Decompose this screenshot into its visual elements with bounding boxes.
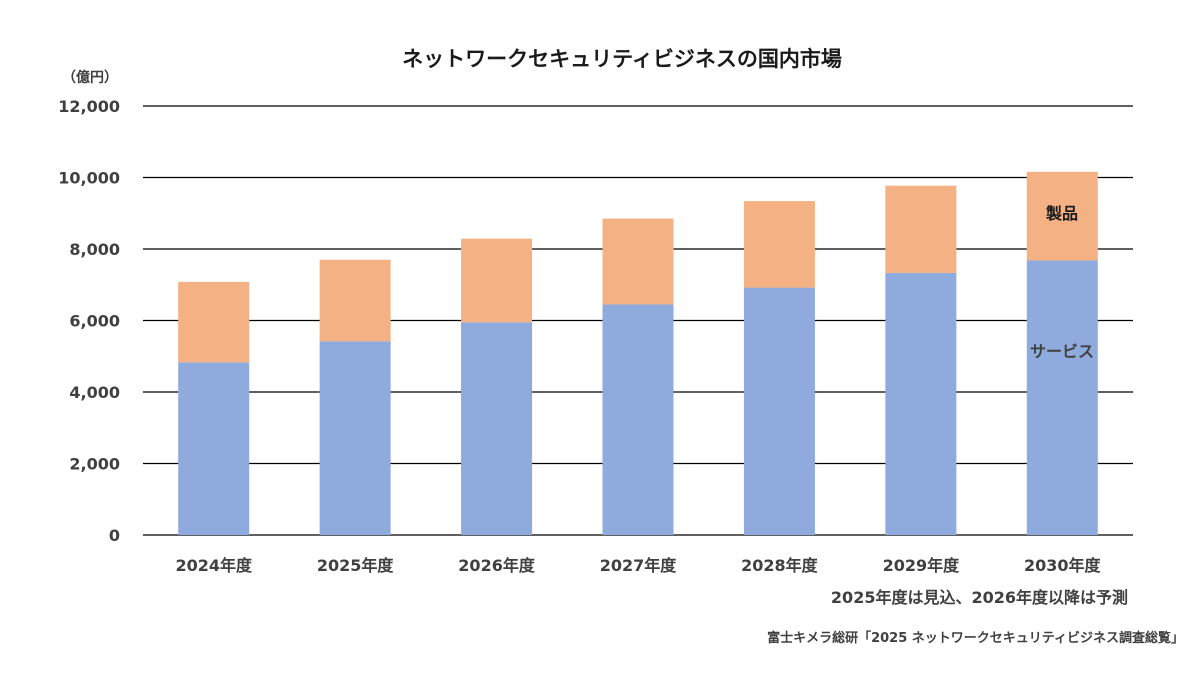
y-tick-label: 6,000 — [69, 312, 120, 331]
bar-segment-service — [885, 272, 957, 535]
x-tick-label: 2025年度 — [317, 556, 395, 575]
y-tick-label: 0 — [109, 526, 120, 545]
bar-segment-service — [602, 304, 674, 535]
x-tick-label: 2030年度 — [1024, 556, 1102, 575]
x-tick-label: 2029年度 — [883, 556, 961, 575]
bars — [178, 171, 1098, 535]
x-axis-labels: 2024年度 2025年度 2026年度 2027年度 2028年度 2029年度 2030… — [175, 556, 1101, 575]
y-axis-ticks: 0 2,000 4,000 6,000 8,000 10,000 12,000 — [58, 97, 120, 545]
series-label-product: 製品 — [1045, 204, 1078, 223]
bar-segment-product — [178, 281, 250, 363]
bar-segment-product — [461, 238, 533, 323]
y-tick-label: 4,000 — [69, 383, 120, 402]
x-tick-label: 2027年度 — [600, 556, 678, 575]
series-label-service: サービス — [1030, 342, 1094, 361]
bar-segment-product — [1026, 171, 1098, 261]
y-tick-label: 12,000 — [58, 97, 120, 116]
source-credit: 富士キメラ総研「2025 ネットワークセキュリティビジネス調査総覧」 — [767, 630, 1184, 646]
chart-title: ネットワークセキュリティビジネスの国内市場 — [402, 47, 842, 71]
y-tick-label: 10,000 — [58, 169, 120, 188]
x-tick-label: 2024年度 — [175, 556, 253, 575]
bar-segment-product — [885, 185, 957, 273]
bar-segment-product — [602, 218, 674, 305]
x-tick-label: 2026年度 — [458, 556, 536, 575]
bar-segment-service — [178, 362, 250, 535]
y-axis-unit: （億円） — [62, 69, 118, 86]
bar-segment-product — [743, 201, 815, 288]
y-tick-label: 8,000 — [69, 240, 120, 259]
bar-segment-service — [319, 341, 391, 535]
x-tick-label: 2028年度 — [741, 556, 819, 575]
bar-segment-service — [461, 322, 533, 535]
bar-segment-product — [319, 259, 391, 342]
forecast-note: 2025年度は見込、2026年度以降は予測 — [831, 588, 1128, 607]
bar-segment-service — [1026, 260, 1098, 535]
bar-segment-service — [743, 287, 815, 535]
y-tick-label: 2,000 — [69, 455, 120, 474]
